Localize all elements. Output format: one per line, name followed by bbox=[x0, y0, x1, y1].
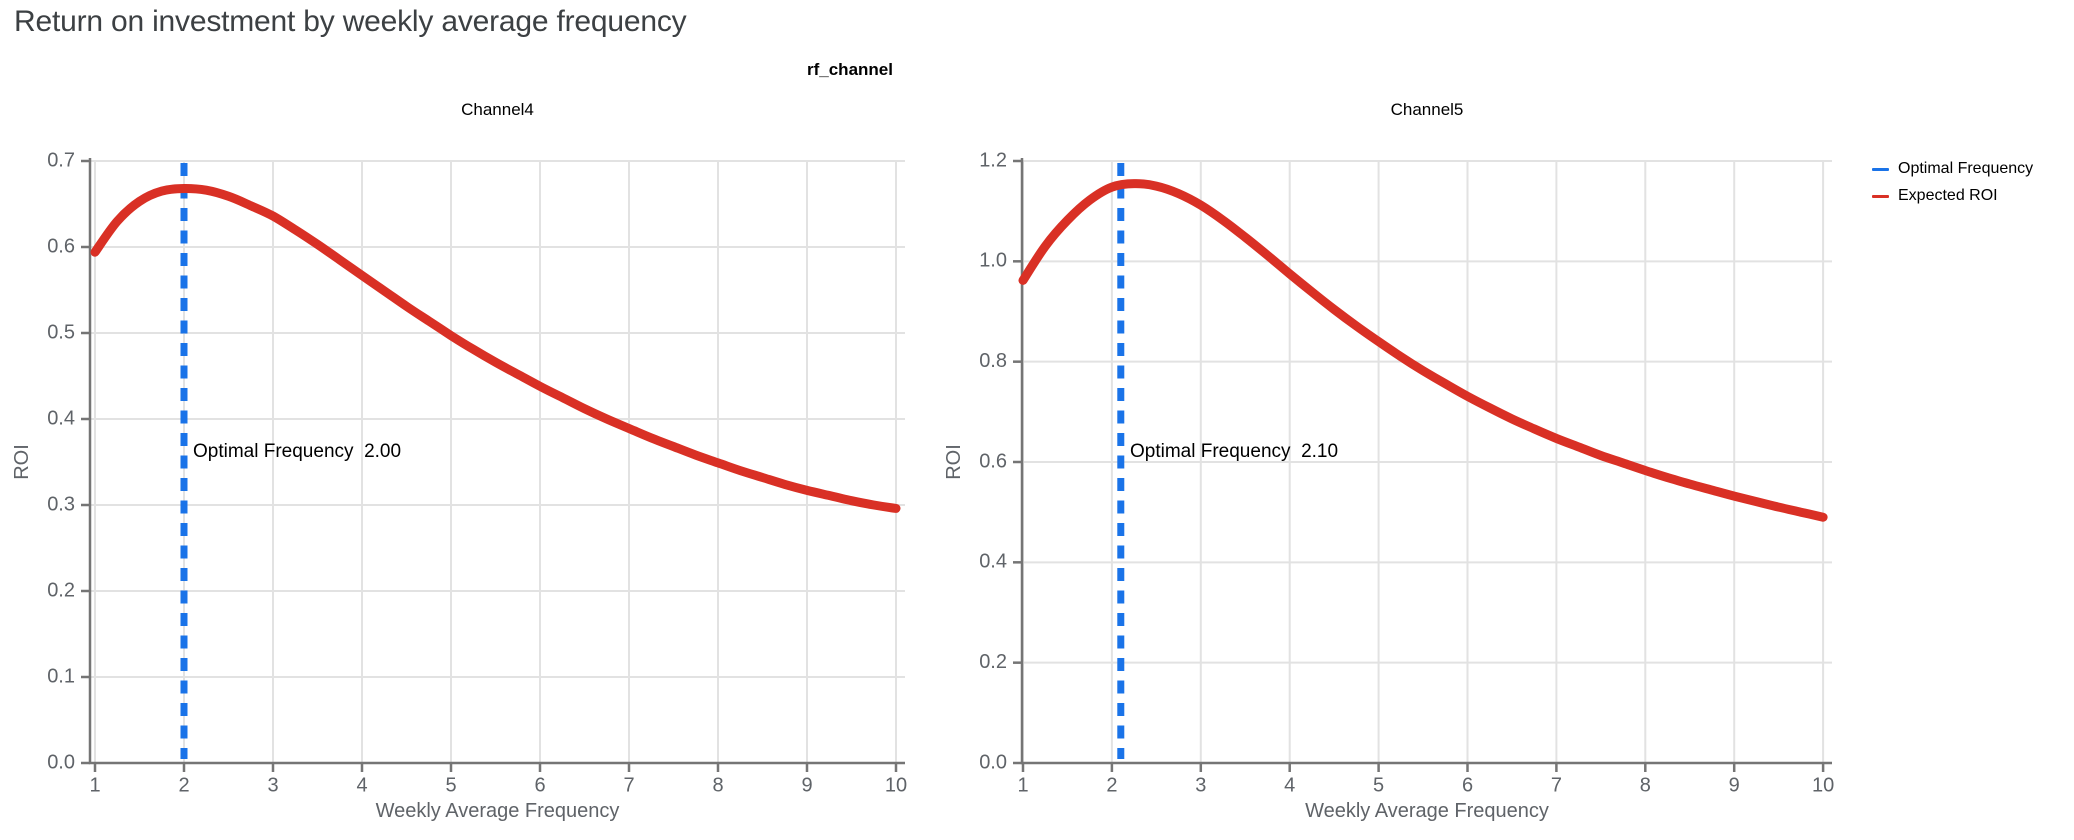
legend-item-expected-roi: Expected ROI bbox=[1872, 187, 2033, 205]
y-tick-label: 1.0 bbox=[979, 250, 1007, 272]
x-tick-label: 8 bbox=[1640, 774, 1651, 796]
chart-legend: Optimal Frequency Expected ROI bbox=[1872, 160, 2033, 214]
x-tick-label: 1 bbox=[1017, 774, 1028, 796]
optimal-frequency-annotation-channel4: Optimal Frequency 2.00 bbox=[193, 441, 402, 462]
x-tick-label: 5 bbox=[445, 774, 456, 796]
x-tick-label: 3 bbox=[267, 774, 278, 796]
y-tick-label: 0.0 bbox=[47, 751, 75, 773]
x-tick-label: 9 bbox=[801, 774, 812, 796]
y-tick-label: 0.7 bbox=[47, 149, 75, 171]
panel-title-channel4: Channel4 bbox=[461, 100, 534, 119]
x-axis-title: Weekly Average Frequency bbox=[376, 800, 620, 822]
x-tick-label: 1 bbox=[89, 774, 100, 796]
x-tick-label: 10 bbox=[885, 774, 907, 796]
x-tick-label: 9 bbox=[1729, 774, 1740, 796]
y-tick-label: 0.6 bbox=[979, 450, 1007, 472]
optimal-frequency-annotation-channel5: Optimal Frequency 2.10 bbox=[1130, 441, 1339, 462]
y-tick-label: 0.8 bbox=[979, 350, 1007, 372]
y-tick-label: 0.0 bbox=[979, 751, 1007, 773]
optimal-frequency-line-swatch bbox=[1872, 167, 1889, 171]
x-tick-label: 5 bbox=[1373, 774, 1384, 796]
y-tick-label: 0.4 bbox=[979, 551, 1007, 573]
expected-roi-curve bbox=[90, 183, 901, 513]
legend-label: Optimal Frequency bbox=[1898, 160, 2034, 177]
y-tick-label: 0.2 bbox=[47, 579, 75, 601]
x-tick-label: 7 bbox=[1551, 774, 1562, 796]
x-tick-label: 8 bbox=[712, 774, 723, 796]
y-tick-label: 0.4 bbox=[47, 407, 75, 429]
y-tick-label: 0.3 bbox=[47, 493, 75, 515]
x-axis-title: Weekly Average Frequency bbox=[1305, 800, 1549, 822]
y-tick-label: 0.2 bbox=[979, 651, 1007, 673]
x-tick-label: 6 bbox=[534, 774, 545, 796]
x-tick-label: 2 bbox=[178, 774, 189, 796]
x-tick-label: 7 bbox=[623, 774, 634, 796]
x-tick-label: 4 bbox=[1284, 774, 1295, 796]
x-tick-label: 4 bbox=[356, 774, 367, 796]
x-tick-label: 10 bbox=[1812, 774, 1834, 796]
y-tick-label: 0.1 bbox=[47, 665, 75, 687]
figure-suptitle: rf_channel bbox=[807, 60, 893, 79]
y-tick-label: 0.6 bbox=[47, 235, 75, 257]
expected-roi-curve bbox=[1018, 179, 1828, 522]
y-tick-label: 0.5 bbox=[47, 321, 75, 343]
x-tick-label: 3 bbox=[1195, 774, 1206, 796]
y-tick-label: 1.2 bbox=[979, 149, 1007, 171]
x-tick-label: 2 bbox=[1106, 774, 1117, 796]
legend-label: Expected ROI bbox=[1898, 187, 1998, 204]
legend-item-optimal-frequency: Optimal Frequency bbox=[1872, 160, 2033, 178]
panel-title-channel5: Channel5 bbox=[1390, 100, 1464, 119]
y-axis-title: ROI bbox=[943, 444, 965, 480]
expected-roi-line-swatch bbox=[1872, 194, 1889, 198]
x-tick-label: 6 bbox=[1462, 774, 1473, 796]
y-axis-title: ROI bbox=[11, 444, 33, 480]
page-title: Return on investment by weekly average f… bbox=[14, 5, 687, 38]
